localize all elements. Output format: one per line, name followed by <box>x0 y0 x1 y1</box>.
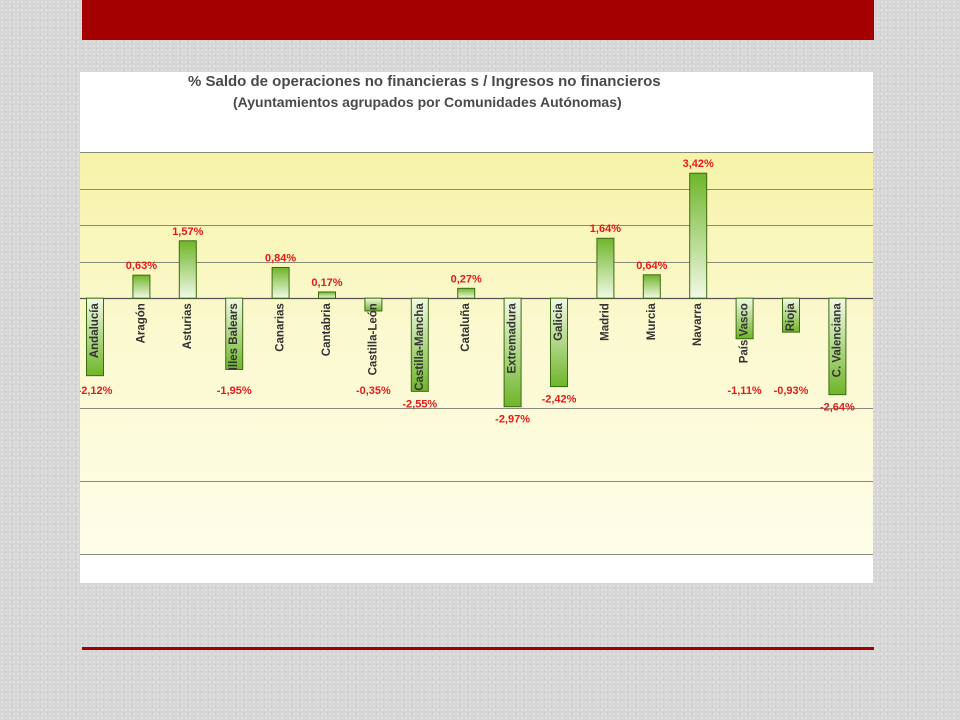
bar <box>318 291 336 299</box>
bar <box>410 297 429 392</box>
data-label: 0,84% <box>265 252 296 264</box>
category-label: Cataluña <box>460 303 472 352</box>
bar <box>735 297 754 340</box>
data-label: -1,11% <box>727 385 761 397</box>
category-label: Murcia <box>646 303 658 341</box>
bar <box>271 266 290 299</box>
data-label: 0,17% <box>311 277 342 289</box>
bar <box>364 297 383 312</box>
category-label: Extremadura <box>507 303 519 374</box>
slide-footer-rule <box>82 647 874 650</box>
category-label: Rioja <box>785 303 797 332</box>
category-label: C. Valenciana <box>831 303 843 378</box>
data-label: 0,27% <box>451 273 482 285</box>
category-label: Madrid <box>599 303 611 341</box>
category-label: Asturias <box>182 303 194 349</box>
data-label: -2,64% <box>820 402 855 414</box>
data-label: 1,64% <box>590 223 621 235</box>
bar <box>828 297 847 396</box>
bar <box>457 287 476 299</box>
data-label: -2,12% <box>80 385 113 397</box>
category-label: Castilla-León <box>367 303 379 375</box>
data-label: -2,97% <box>495 414 530 426</box>
bar <box>642 274 661 299</box>
category-label: Navarra <box>692 303 704 346</box>
data-label: -2,55% <box>402 398 437 410</box>
data-label: -2,42% <box>542 394 577 406</box>
category-label: Illes Balears <box>228 303 240 370</box>
data-label: -0,35% <box>356 385 391 397</box>
bar-chart: Andalucía -2,12% Aragón 0,63% Asturias 1,57% I… <box>80 152 873 555</box>
category-label: Cantabria <box>321 303 333 357</box>
chart-panel: % Saldo de operaciones no financieras s … <box>80 72 873 583</box>
bar <box>596 237 615 299</box>
bar <box>503 297 522 408</box>
data-label: 3,42% <box>683 158 714 170</box>
data-label: -1,95% <box>217 385 252 397</box>
category-label: Aragón <box>135 303 147 343</box>
bar <box>132 274 151 299</box>
plot-area <box>80 152 873 554</box>
bar <box>550 297 568 388</box>
bar <box>225 297 244 370</box>
data-label: 0,63% <box>126 260 157 272</box>
chart-title: % Saldo de operaciones no financieras s … <box>188 73 661 90</box>
category-label: Castilla-Mancha <box>414 303 426 391</box>
bar <box>782 297 800 333</box>
bar <box>689 172 708 299</box>
slide-header-bar <box>82 0 874 40</box>
category-label: Galicia <box>553 303 565 341</box>
data-label: 0,64% <box>636 260 667 272</box>
bar <box>86 297 104 377</box>
data-label: -0,93% <box>774 385 809 397</box>
category-label: Andalucía <box>89 303 101 359</box>
data-label: 1,57% <box>172 226 203 238</box>
category-label: Canarias <box>275 303 287 352</box>
chart-subtitle: (Ayuntamientos agrupados por Comunidades… <box>233 94 622 110</box>
bar <box>178 240 197 299</box>
category-label: País Vasco <box>739 303 751 363</box>
